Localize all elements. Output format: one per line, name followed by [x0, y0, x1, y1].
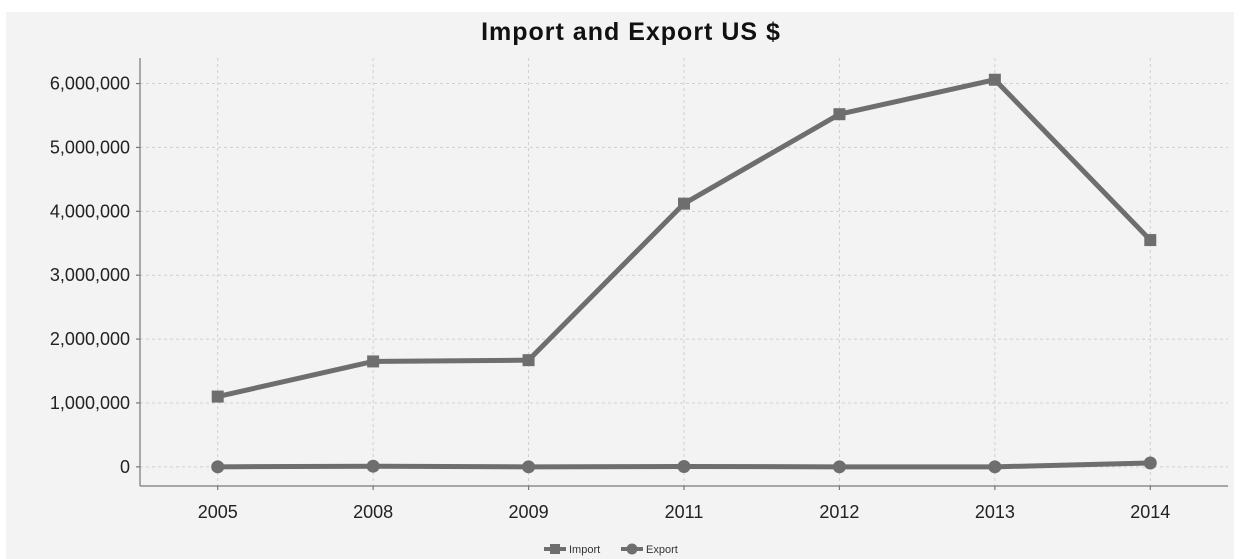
x-tick-label: 2013	[975, 502, 1015, 522]
grid-layer	[140, 58, 1228, 486]
axis-layer: 0 1,000,000 2,000,000 3,000,000 4,000,000 5,0…	[50, 58, 1228, 522]
data-point-export	[211, 460, 225, 474]
y-tick-label: 2,000,000	[50, 329, 130, 349]
data-point-import	[211, 390, 224, 403]
data-point-export	[1143, 456, 1157, 470]
data-point-import	[833, 108, 846, 121]
data-point-import	[1144, 234, 1157, 247]
legend-marker-import	[550, 544, 560, 554]
legend-label-import: Import	[569, 544, 600, 556]
chart-panel: Import and Export US $ 0 1,000,000 2,000,0…	[6, 12, 1234, 559]
series-layer	[211, 73, 1157, 474]
y-tick-label: 0	[120, 457, 130, 477]
legend-label-export: Export	[646, 544, 678, 556]
data-point-export	[366, 459, 380, 473]
y-tick-label: 5,000,000	[50, 137, 130, 157]
data-point-import	[678, 197, 690, 210]
data-point-import	[522, 354, 535, 367]
y-tick-label: 6,000,000	[50, 74, 130, 94]
data-point-export	[522, 460, 536, 474]
y-tick-label: 4,000,000	[50, 201, 130, 221]
chart-svg: Import and Export US $ 0 1,000,000 2,000,0…	[50, 18, 1228, 556]
x-tick-label: 2005	[198, 502, 238, 522]
y-tick-label: 1,000,000	[50, 393, 130, 413]
legend-marker-export	[626, 543, 638, 555]
data-point-export	[832, 460, 846, 474]
y-tick-label: 3,000,000	[50, 265, 130, 285]
data-point-export	[677, 460, 691, 474]
x-tick-label: 2008	[353, 502, 393, 522]
data-point-export	[988, 460, 1002, 474]
legend: Import Export	[544, 543, 678, 556]
data-point-import	[988, 73, 1001, 86]
data-point-import	[367, 355, 380, 368]
x-tick-label: 2011	[665, 502, 704, 522]
x-tick-label: 2012	[819, 502, 859, 522]
x-tick-label: 2009	[509, 502, 549, 522]
chart-title: Import and Export US $	[481, 18, 781, 46]
x-tick-label: 2014	[1130, 502, 1170, 522]
